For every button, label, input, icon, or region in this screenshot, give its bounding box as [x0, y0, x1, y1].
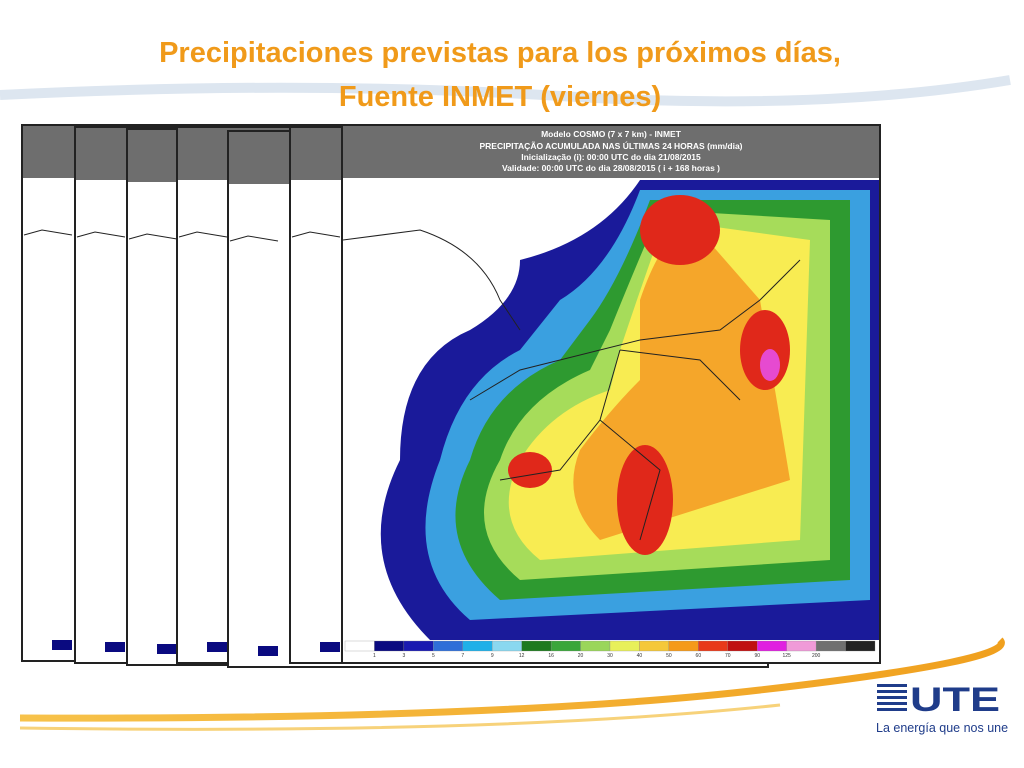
colorbar-swatch: [462, 640, 493, 652]
colorbar-swatch: [374, 640, 405, 652]
colorbar-swatch: [403, 640, 434, 652]
colorbar-fragment: [258, 646, 278, 656]
logo-tagline: La energía que nos une: [876, 721, 1008, 735]
colorbar-swatch: [757, 640, 787, 652]
colorbar-label: 30: [607, 653, 613, 659]
map-header-text: PRECIPITAÇÃO ACUMULADA NAS ÚLTIMAS 24 HO…: [479, 140, 742, 151]
colorbar-label: 12: [519, 653, 525, 659]
title-line: Fuente INMET (viernes): [339, 81, 661, 113]
map-border-line: [291, 231, 341, 238]
front-map: 1 3 5 7 9 12 16 20 30 40 50 60 70 90 125 200 Modelo COS…: [341, 124, 881, 664]
header-swoosh: [0, 75, 1011, 107]
map-header-text: Inicialização (i): 00:00 UTC do dia 21/0…: [521, 152, 701, 162]
map-border-line: [128, 233, 178, 240]
map-header: [343, 126, 879, 178]
colorbar-swatch: [786, 640, 817, 652]
map-border-line: [178, 231, 228, 238]
colorbar-swatch: [845, 640, 876, 652]
colorbar-label: 125: [782, 653, 791, 659]
colorbar-label: 70: [725, 653, 731, 659]
logo: UTE La energía que nos une: [876, 681, 1008, 735]
colorbar-swatch: [639, 640, 670, 652]
map-header-text: Validade: 00:00 UTC do dia 28/08/2015 ( …: [502, 163, 720, 173]
colorbar-label: 3: [402, 653, 405, 659]
colorbar-label: 200: [812, 653, 821, 659]
colorbar-fragment: [207, 642, 227, 652]
colorbar-label: 90: [754, 653, 760, 659]
map-header-text: Modelo COSMO (7 x 7 km) - INMET: [541, 129, 682, 139]
colorbar-swatch: [550, 640, 581, 652]
colorbar-label: 60: [696, 653, 702, 659]
colorbar-swatch: [433, 640, 463, 652]
footer-swoosh: [19, 703, 781, 731]
colorbar-label: 40: [637, 653, 643, 659]
map-border-line: [229, 235, 279, 242]
colorbar: 1 3 5 7 9 12 16 20 30 40 50 60 70 90 125 200: [344, 640, 876, 659]
colorbar-label: 50: [666, 653, 672, 659]
logo-name: UTE: [910, 681, 1000, 719]
colorbar-label: 20: [578, 653, 584, 659]
colorbar-label: 16: [548, 653, 554, 659]
title-line: Precipitaciones previstas para los próxi…: [159, 37, 841, 69]
colorbar-swatch: [609, 640, 640, 652]
map-border-line: [76, 231, 126, 238]
colorbar-label: 7: [461, 653, 464, 659]
colorbar-swatch: [727, 640, 758, 652]
colorbar-swatch: [344, 640, 375, 652]
colorbar-fragment: [52, 640, 72, 650]
colorbar-label: 5: [432, 653, 435, 659]
colorbar-fragment: [157, 644, 177, 654]
colorbar-swatch: [698, 640, 728, 652]
colorbar-swatch: [580, 640, 611, 652]
colorbar-label: 9: [491, 653, 494, 659]
colorbar-fragment: [320, 642, 340, 652]
colorbar-swatch: [815, 640, 846, 652]
map-border-line: [23, 229, 73, 236]
colorbar-swatch: [492, 640, 522, 652]
colorbar-swatch: [521, 640, 552, 652]
colorbar-swatch: [668, 640, 699, 652]
footer-swoosh: [19, 637, 1005, 722]
colorbar-label: 1: [373, 653, 376, 659]
precip-field: [343, 180, 879, 640]
colorbar-fragment: [105, 642, 125, 652]
